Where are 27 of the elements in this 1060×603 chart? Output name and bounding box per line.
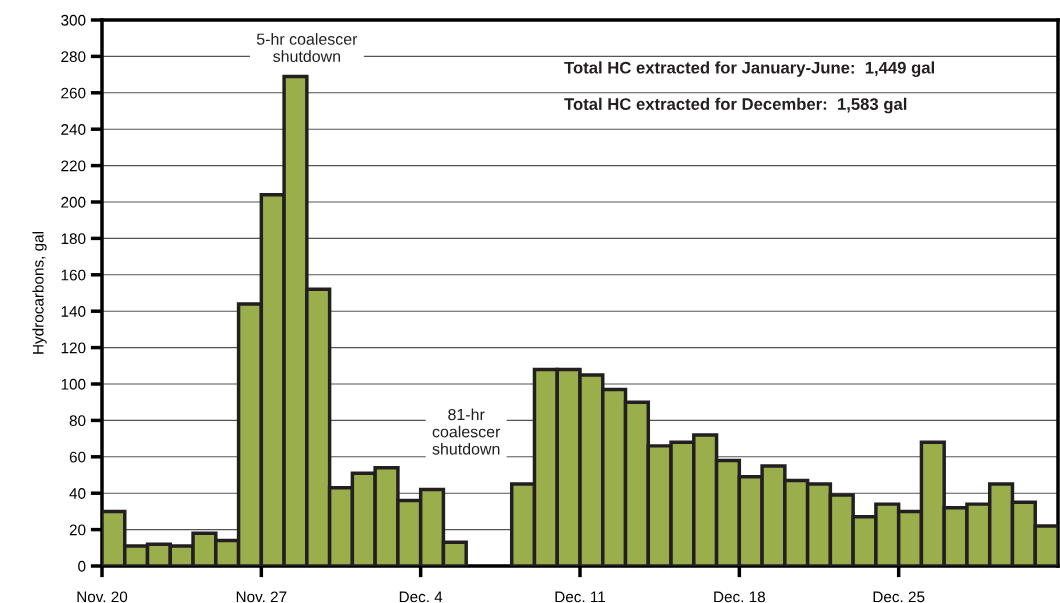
y-axis-title: Hydrocarbons, gal bbox=[32, 232, 47, 354]
y-tick-label: 160 bbox=[61, 269, 86, 281]
y-tick-label: 100 bbox=[61, 378, 86, 390]
y-tick-label: 60 bbox=[69, 451, 86, 463]
y-tick-label: 240 bbox=[61, 124, 86, 135]
y-tick-label: 260 bbox=[61, 87, 86, 99]
y-tick-label: 180 bbox=[61, 233, 86, 245]
x-tick-label: Nov. 27 bbox=[236, 591, 287, 603]
y-tick-label: 300 bbox=[61, 14, 86, 26]
y-tick-label: 280 bbox=[61, 51, 86, 63]
y-tick-label: 220 bbox=[61, 160, 86, 172]
annotation: Total HC extracted for January-June: 1,449 gal bbox=[564, 61, 934, 77]
y-tick-label: 80 bbox=[69, 415, 86, 427]
y-tick-label: 20 bbox=[69, 524, 86, 536]
x-tick-label: Dec. 11 bbox=[555, 591, 606, 603]
y-tick-label: 0 bbox=[78, 560, 86, 572]
y-tick-label: 120 bbox=[61, 342, 86, 354]
x-tick-label: Nov. 20 bbox=[77, 591, 128, 603]
x-tick-label: Dec. 18 bbox=[714, 591, 765, 603]
y-tick-label: 200 bbox=[61, 196, 86, 208]
x-tick-label: Dec. 4 bbox=[399, 591, 443, 603]
annotation: Total HC extracted for December: 1,583 gal bbox=[564, 97, 907, 114]
annotation: 5-hr coalescer shutdown bbox=[256, 33, 358, 63]
annotation: 81-hr coalescer shutdown bbox=[432, 408, 501, 455]
x-tick-label: Dec. 25 bbox=[873, 591, 925, 603]
y-tick-label: 40 bbox=[69, 488, 86, 499]
y-tick-label: 140 bbox=[61, 306, 86, 317]
